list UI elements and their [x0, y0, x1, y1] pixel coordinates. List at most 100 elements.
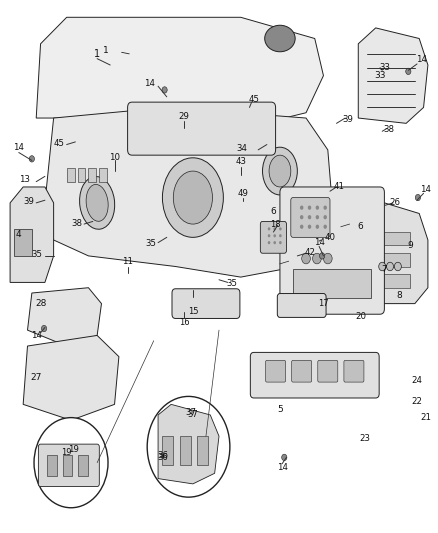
- Bar: [99, 168, 107, 182]
- Circle shape: [313, 253, 321, 264]
- Circle shape: [394, 262, 401, 271]
- Circle shape: [302, 253, 311, 264]
- Circle shape: [316, 206, 319, 210]
- FancyBboxPatch shape: [172, 289, 240, 318]
- Text: 17: 17: [318, 299, 329, 308]
- Circle shape: [282, 454, 287, 461]
- FancyBboxPatch shape: [291, 198, 330, 237]
- Circle shape: [316, 224, 319, 229]
- Circle shape: [323, 253, 332, 264]
- Text: 13: 13: [19, 174, 30, 183]
- Circle shape: [279, 234, 282, 237]
- Text: 37: 37: [187, 410, 198, 419]
- Text: 16: 16: [179, 318, 190, 327]
- Text: 39: 39: [342, 115, 353, 124]
- Circle shape: [279, 227, 282, 230]
- Text: 10: 10: [109, 154, 120, 163]
- Bar: [63, 455, 72, 477]
- Text: 9: 9: [408, 241, 413, 250]
- Text: 41: 41: [333, 182, 344, 191]
- Text: 24: 24: [412, 376, 423, 385]
- Ellipse shape: [162, 158, 223, 237]
- Polygon shape: [45, 108, 332, 277]
- Circle shape: [323, 215, 327, 219]
- Ellipse shape: [173, 171, 212, 224]
- FancyBboxPatch shape: [277, 294, 326, 317]
- Bar: [180, 436, 191, 465]
- Ellipse shape: [265, 25, 295, 52]
- Text: 19: 19: [61, 448, 72, 457]
- Bar: [88, 168, 96, 182]
- Circle shape: [320, 253, 325, 259]
- Text: 35: 35: [145, 239, 156, 248]
- Text: 34: 34: [236, 144, 247, 153]
- Text: 36: 36: [157, 451, 168, 461]
- Ellipse shape: [86, 184, 108, 221]
- Bar: [376, 253, 410, 266]
- Text: 26: 26: [390, 198, 401, 207]
- Polygon shape: [10, 187, 53, 282]
- Circle shape: [268, 234, 270, 237]
- Text: 11: 11: [122, 257, 133, 265]
- Text: 38: 38: [71, 219, 82, 228]
- Circle shape: [279, 241, 282, 244]
- Text: 19: 19: [68, 445, 79, 454]
- Circle shape: [308, 224, 311, 229]
- FancyBboxPatch shape: [318, 360, 338, 382]
- Circle shape: [406, 68, 411, 75]
- Polygon shape: [358, 28, 428, 123]
- Text: 1: 1: [94, 50, 100, 59]
- Text: 15: 15: [187, 307, 198, 316]
- Bar: [47, 455, 57, 477]
- Text: 36: 36: [157, 453, 168, 462]
- Text: 35: 35: [226, 279, 237, 288]
- Text: 4: 4: [16, 230, 21, 239]
- Text: 27: 27: [31, 373, 42, 382]
- Text: 7: 7: [381, 265, 387, 273]
- Polygon shape: [36, 17, 323, 128]
- Circle shape: [268, 241, 270, 244]
- Text: 14: 14: [420, 185, 431, 194]
- Text: 14: 14: [31, 331, 42, 340]
- FancyBboxPatch shape: [127, 102, 276, 155]
- Circle shape: [300, 224, 304, 229]
- Text: 6: 6: [271, 207, 276, 216]
- Bar: [14, 229, 32, 256]
- Circle shape: [147, 397, 230, 497]
- Bar: [78, 168, 85, 182]
- Circle shape: [387, 262, 393, 271]
- Text: 21: 21: [420, 413, 431, 422]
- Text: 37: 37: [185, 408, 196, 417]
- Circle shape: [300, 215, 304, 219]
- Ellipse shape: [262, 147, 297, 195]
- Text: 42: 42: [305, 248, 316, 257]
- Text: 35: 35: [32, 250, 43, 259]
- Circle shape: [323, 224, 327, 229]
- FancyBboxPatch shape: [265, 360, 286, 382]
- Text: 14: 14: [416, 55, 427, 64]
- Text: 20: 20: [355, 312, 366, 321]
- FancyBboxPatch shape: [260, 221, 286, 253]
- Circle shape: [379, 262, 386, 271]
- Text: 33: 33: [380, 63, 391, 72]
- Text: 23: 23: [359, 434, 370, 443]
- Ellipse shape: [269, 155, 291, 187]
- Text: 14: 14: [144, 79, 155, 88]
- Text: 33: 33: [374, 71, 386, 80]
- Bar: [197, 436, 208, 465]
- Bar: [293, 269, 371, 298]
- Circle shape: [29, 156, 35, 162]
- Circle shape: [308, 206, 311, 210]
- Bar: [78, 455, 88, 477]
- Circle shape: [273, 234, 276, 237]
- Bar: [376, 232, 410, 245]
- Text: 18: 18: [270, 220, 281, 229]
- Text: 14: 14: [314, 238, 325, 247]
- Text: 40: 40: [325, 233, 336, 242]
- Circle shape: [268, 227, 270, 230]
- Polygon shape: [158, 405, 219, 484]
- Text: 43: 43: [235, 157, 246, 166]
- Text: 14: 14: [13, 143, 24, 152]
- Bar: [162, 436, 173, 465]
- Circle shape: [34, 418, 108, 508]
